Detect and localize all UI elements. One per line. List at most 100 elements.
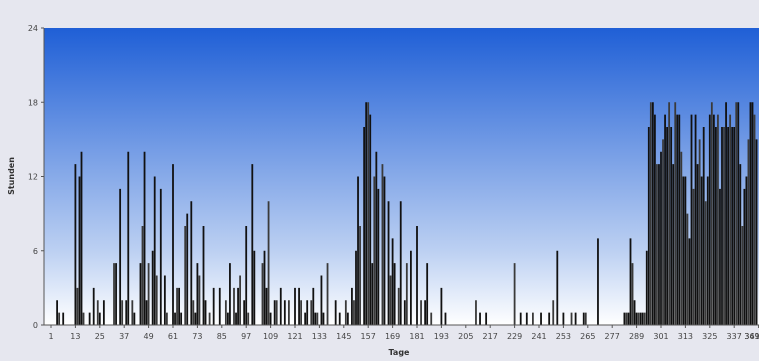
bar	[686, 213, 689, 325]
bar	[641, 312, 644, 325]
bar	[245, 226, 248, 325]
bar	[178, 287, 180, 325]
x-tick-label: 229	[507, 332, 522, 341]
bar	[212, 287, 215, 325]
bar	[312, 287, 315, 325]
bar	[662, 139, 664, 325]
bar	[627, 312, 630, 325]
bar	[78, 176, 81, 325]
bar	[233, 287, 235, 325]
x-tick-label: 133	[312, 332, 327, 341]
bar	[202, 226, 205, 325]
bar	[261, 263, 264, 325]
y-ticks-group: 0 6 12 18 24	[28, 24, 44, 330]
bar	[723, 127, 725, 325]
bar	[633, 300, 636, 325]
bar	[151, 250, 154, 325]
bar	[584, 312, 587, 325]
bar	[298, 287, 300, 325]
x-tick-label: 97	[241, 332, 251, 341]
bar	[387, 201, 390, 325]
bar	[344, 300, 347, 325]
bar	[310, 300, 313, 325]
bar	[133, 312, 136, 325]
x-tick-label: 1	[48, 332, 53, 341]
bar	[426, 263, 429, 325]
bar	[102, 300, 105, 325]
bar	[658, 164, 660, 325]
bar	[676, 114, 679, 325]
bar	[267, 201, 270, 325]
bar	[485, 312, 488, 325]
bar	[235, 312, 237, 325]
bar	[326, 263, 329, 325]
bar	[369, 114, 372, 325]
bar	[668, 102, 671, 325]
bar	[751, 102, 754, 325]
bar	[62, 312, 65, 325]
bar	[637, 312, 640, 325]
bar	[405, 263, 408, 325]
x-tick-label: 301	[653, 332, 668, 341]
bar	[727, 127, 729, 325]
bar	[562, 312, 565, 325]
bar	[155, 275, 158, 325]
x-tick-label: 13	[70, 332, 80, 341]
bar	[184, 226, 187, 325]
bar	[479, 312, 481, 325]
bar	[113, 263, 115, 325]
bar	[556, 250, 559, 325]
bar	[192, 300, 195, 325]
bar	[300, 300, 302, 325]
x-tick-label: 265	[580, 332, 595, 341]
x-tick-label: 121	[287, 332, 302, 341]
bar	[702, 127, 705, 325]
bar	[393, 263, 396, 325]
x-tick-label: 181	[409, 332, 424, 341]
bar	[88, 312, 91, 325]
bar	[690, 114, 693, 325]
bar	[355, 250, 357, 325]
x-tick-label: 241	[531, 332, 546, 341]
bar	[383, 176, 386, 325]
bar	[172, 164, 174, 325]
bar	[651, 102, 654, 325]
y-tick-label: 12	[28, 173, 38, 182]
bar	[739, 164, 742, 325]
bar	[147, 263, 150, 325]
x-ticks-group: 1 13 25 37 49 61 73 85 97 109 121 133 145 157 169 181 19…	[48, 325, 759, 341]
bar	[660, 151, 662, 325]
bar	[373, 176, 376, 325]
bar	[338, 312, 341, 325]
bar	[119, 188, 122, 325]
bar	[743, 188, 746, 325]
y-tick-label: 18	[28, 98, 38, 107]
bar	[475, 300, 477, 325]
bar	[753, 114, 756, 325]
bar	[204, 300, 207, 325]
x-tick-label: 217	[483, 332, 498, 341]
bar	[682, 176, 685, 325]
bar	[377, 188, 380, 325]
bar	[288, 300, 290, 325]
bar	[674, 102, 677, 325]
bar	[623, 312, 626, 325]
bar	[513, 263, 516, 325]
bar	[629, 238, 632, 325]
bar	[721, 127, 723, 325]
bar	[82, 312, 85, 325]
bar	[306, 300, 309, 325]
bar	[649, 102, 652, 325]
x-tick-label: 145	[336, 332, 351, 341]
bar	[639, 312, 642, 325]
bar	[741, 226, 744, 325]
x-tick-label: 37	[119, 332, 129, 341]
bar	[115, 263, 117, 325]
bar	[684, 176, 687, 325]
bar	[397, 287, 400, 325]
bar	[735, 102, 738, 325]
x-tick-label: 73	[192, 332, 202, 341]
bar	[597, 238, 599, 325]
bar	[688, 238, 691, 325]
bar	[334, 300, 337, 325]
